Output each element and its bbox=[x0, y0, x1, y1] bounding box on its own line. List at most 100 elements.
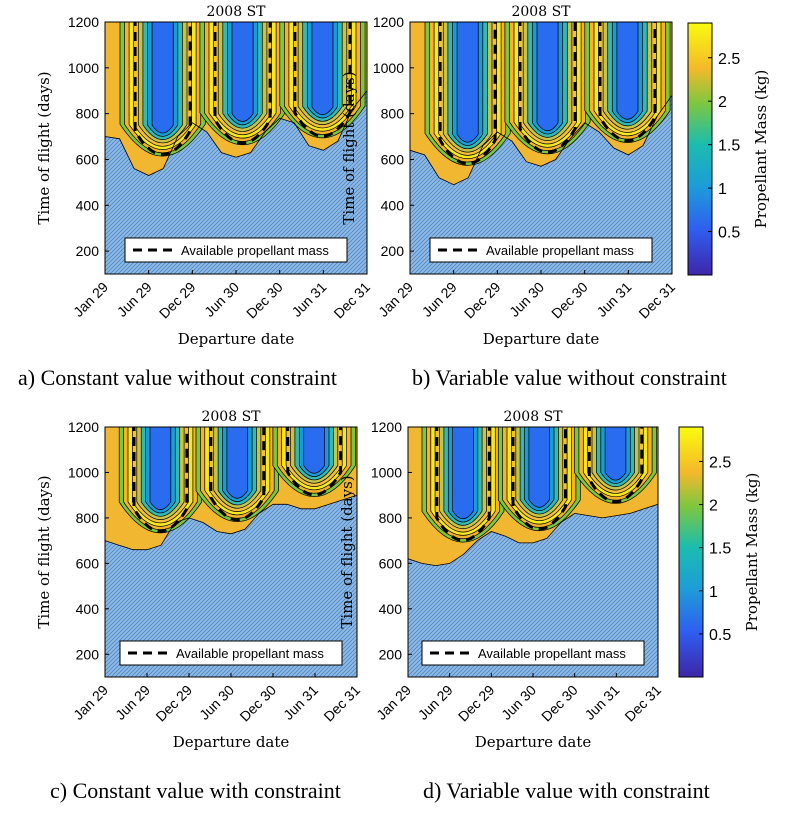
y-tick-label: 1200 bbox=[373, 14, 404, 30]
colorbar-tick-label: 1.5 bbox=[718, 138, 740, 155]
y-tick-label: 800 bbox=[76, 510, 100, 526]
x-tick-label: Jun 29 bbox=[114, 279, 155, 320]
x-axis-label: Departure date bbox=[475, 733, 592, 751]
legend-label: Available propellant mass bbox=[478, 646, 626, 661]
y-tick-label: 200 bbox=[76, 243, 100, 259]
available-propellant-contour bbox=[598, 22, 657, 143]
y-tick-label: 800 bbox=[76, 106, 100, 122]
y-tick-label: 200 bbox=[381, 243, 405, 259]
x-axis-label: Departure date bbox=[178, 330, 295, 348]
y-axis-label: Time of flight (days) bbox=[35, 475, 53, 628]
feasibility-boundary bbox=[408, 503, 658, 567]
available-propellant-contour bbox=[511, 427, 567, 531]
contour-band bbox=[536, 22, 559, 132]
caption-c: c) Constant value with constraint bbox=[50, 778, 341, 803]
contour-band bbox=[456, 22, 479, 143]
legend: Available propellant mass bbox=[124, 237, 348, 263]
feasibility-boundary bbox=[105, 494, 357, 551]
legend-label: Available propellant mass bbox=[181, 243, 329, 258]
contour-band bbox=[311, 22, 334, 116]
colorbar-label: Propellant Mass (kg) bbox=[743, 473, 761, 632]
available-propellant-contour bbox=[132, 427, 189, 533]
available-propellant-contour bbox=[133, 22, 192, 156]
caption-b: b) Variable value without constraint bbox=[412, 365, 727, 390]
y-tick-label: 1000 bbox=[371, 464, 402, 480]
y-tick-label: 600 bbox=[76, 555, 100, 571]
y-tick-label: 1200 bbox=[371, 419, 402, 435]
x-tick-label: Dec 31 bbox=[635, 279, 678, 322]
x-tick-label: Dec 31 bbox=[320, 682, 363, 725]
contour-band bbox=[226, 427, 249, 499]
x-tick-label: Jun 29 bbox=[415, 682, 456, 723]
caption-d: d) Variable value with constraint bbox=[423, 778, 710, 803]
x-tick-label: Jun 30 bbox=[506, 279, 547, 320]
colorbars-group: 0.5 1 1.5 2 2.5 Propellant Mass (kg) 0.5 1 1.5 2 2… bbox=[678, 22, 770, 678]
y-tick-label: 400 bbox=[76, 601, 100, 617]
available-propellant-contour bbox=[286, 427, 343, 497]
legend-label: Available propellant mass bbox=[176, 646, 324, 661]
y-axis-label: Time of flight (days) bbox=[338, 475, 356, 628]
feasibility-boundary bbox=[410, 95, 672, 186]
contour-band bbox=[149, 427, 172, 510]
x-tick-label: Dec 31 bbox=[330, 279, 373, 322]
y-tick-label: 200 bbox=[76, 646, 100, 662]
contour-band bbox=[528, 427, 550, 508]
y-tick-label: 1000 bbox=[68, 464, 99, 480]
x-tick-label: Jun 31 bbox=[593, 279, 634, 320]
y-tick-label: 1200 bbox=[68, 419, 99, 435]
feasibility-boundary bbox=[105, 90, 367, 176]
colorbar-tick-label: 2 bbox=[709, 498, 718, 515]
y-tick-label: 1200 bbox=[68, 14, 99, 30]
captions-group: a) Constant value without constraint b) V… bbox=[18, 365, 727, 803]
x-tick-label: Jun 31 bbox=[280, 682, 321, 723]
x-tick-label: Dec 30 bbox=[236, 682, 279, 725]
legend: Available propellant mass bbox=[119, 640, 343, 666]
y-tick-label: 400 bbox=[381, 197, 405, 213]
colorbar-gradient bbox=[678, 426, 704, 678]
x-tick-label: Jan 29 bbox=[373, 682, 414, 723]
available-propellant-contour bbox=[518, 22, 577, 154]
x-tick-label: Dec 29 bbox=[461, 279, 504, 322]
panel-title: 2008 ST bbox=[206, 4, 266, 20]
contour-band bbox=[303, 427, 325, 474]
contour-band bbox=[452, 427, 474, 520]
y-tick-label: 800 bbox=[379, 510, 403, 526]
y-tick-label: 800 bbox=[381, 106, 405, 122]
x-tick-label: Jan 29 bbox=[70, 682, 111, 723]
available-propellant-contour bbox=[438, 22, 497, 166]
x-tick-label: Dec 30 bbox=[548, 279, 591, 322]
legend-box bbox=[124, 237, 348, 263]
x-tick-label: Jan 29 bbox=[375, 279, 416, 320]
x-tick-label: Dec 29 bbox=[455, 682, 498, 725]
contour-field bbox=[410, 22, 672, 186]
contour-field bbox=[105, 22, 367, 176]
colorbar-1: 0.5 1 1.5 2 2.5 Propellant Mass (kg) bbox=[687, 22, 770, 276]
x-tick-label: Dec 30 bbox=[538, 682, 581, 725]
available-propellant-contour bbox=[587, 427, 644, 504]
legend-label: Available propellant mass bbox=[486, 243, 634, 258]
y-axis-label: Time of flight (days) bbox=[35, 71, 53, 224]
contour-band bbox=[231, 22, 254, 122]
contour-field bbox=[105, 427, 357, 551]
x-tick-label: Jun 29 bbox=[419, 279, 460, 320]
x-tick-label: Jun 30 bbox=[196, 682, 237, 723]
x-tick-label: Dec 30 bbox=[243, 279, 286, 322]
y-tick-label: 600 bbox=[76, 151, 100, 167]
panel-title: 2008 ST bbox=[503, 409, 563, 425]
contour-field bbox=[408, 427, 658, 567]
x-axis-label: Departure date bbox=[483, 330, 600, 348]
colorbar-tick-label: 0.5 bbox=[709, 627, 731, 644]
colorbar-tick-label: 2.5 bbox=[709, 454, 731, 471]
y-tick-label: 600 bbox=[379, 555, 403, 571]
y-tick-label: 400 bbox=[76, 197, 100, 213]
legend-box bbox=[421, 640, 645, 666]
y-tick-label: 600 bbox=[381, 151, 405, 167]
available-propellant-contour bbox=[213, 22, 272, 145]
x-axis-label: Departure date bbox=[173, 733, 290, 751]
colorbar-gradient bbox=[687, 22, 713, 276]
x-tick-label: Dec 31 bbox=[621, 682, 664, 725]
x-tick-label: Jun 31 bbox=[581, 682, 622, 723]
contour-band bbox=[604, 427, 627, 481]
